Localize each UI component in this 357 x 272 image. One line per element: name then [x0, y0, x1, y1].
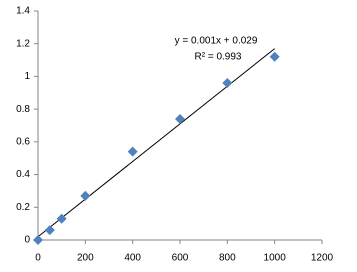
data-point: [222, 77, 233, 88]
data-point: [33, 235, 43, 245]
y-tick-label: 1.4: [16, 6, 30, 17]
y-tick-label: 0.4: [16, 169, 30, 180]
trendline: [37, 48, 275, 238]
y-tick-label: 0.2: [16, 202, 30, 213]
trendline-equation: y = 0.001x + 0.029: [175, 36, 258, 47]
data-point: [127, 146, 138, 157]
data-point: [269, 51, 280, 62]
x-tick-label: 1200: [311, 253, 334, 264]
y-tick-label: 0.6: [16, 136, 30, 147]
y-tick-label: 0: [24, 235, 30, 246]
x-tick-label: 0: [35, 253, 41, 264]
data-point: [175, 113, 185, 124]
y-tick-label: 1: [24, 71, 30, 82]
x-tick-label: 600: [172, 253, 189, 264]
y-tick-label: 1.2: [16, 38, 30, 49]
y-tick-label: 0.8: [16, 104, 30, 115]
data-point: [44, 225, 55, 236]
data-point: [80, 190, 91, 201]
x-tick-label: 800: [219, 253, 236, 264]
x-tick-label: 400: [124, 253, 141, 264]
x-tick-label: 200: [77, 253, 94, 264]
x-tick-label: 1000: [264, 253, 287, 264]
trendline-equation: R² = 0.993: [195, 52, 242, 63]
data-point: [56, 213, 67, 224]
